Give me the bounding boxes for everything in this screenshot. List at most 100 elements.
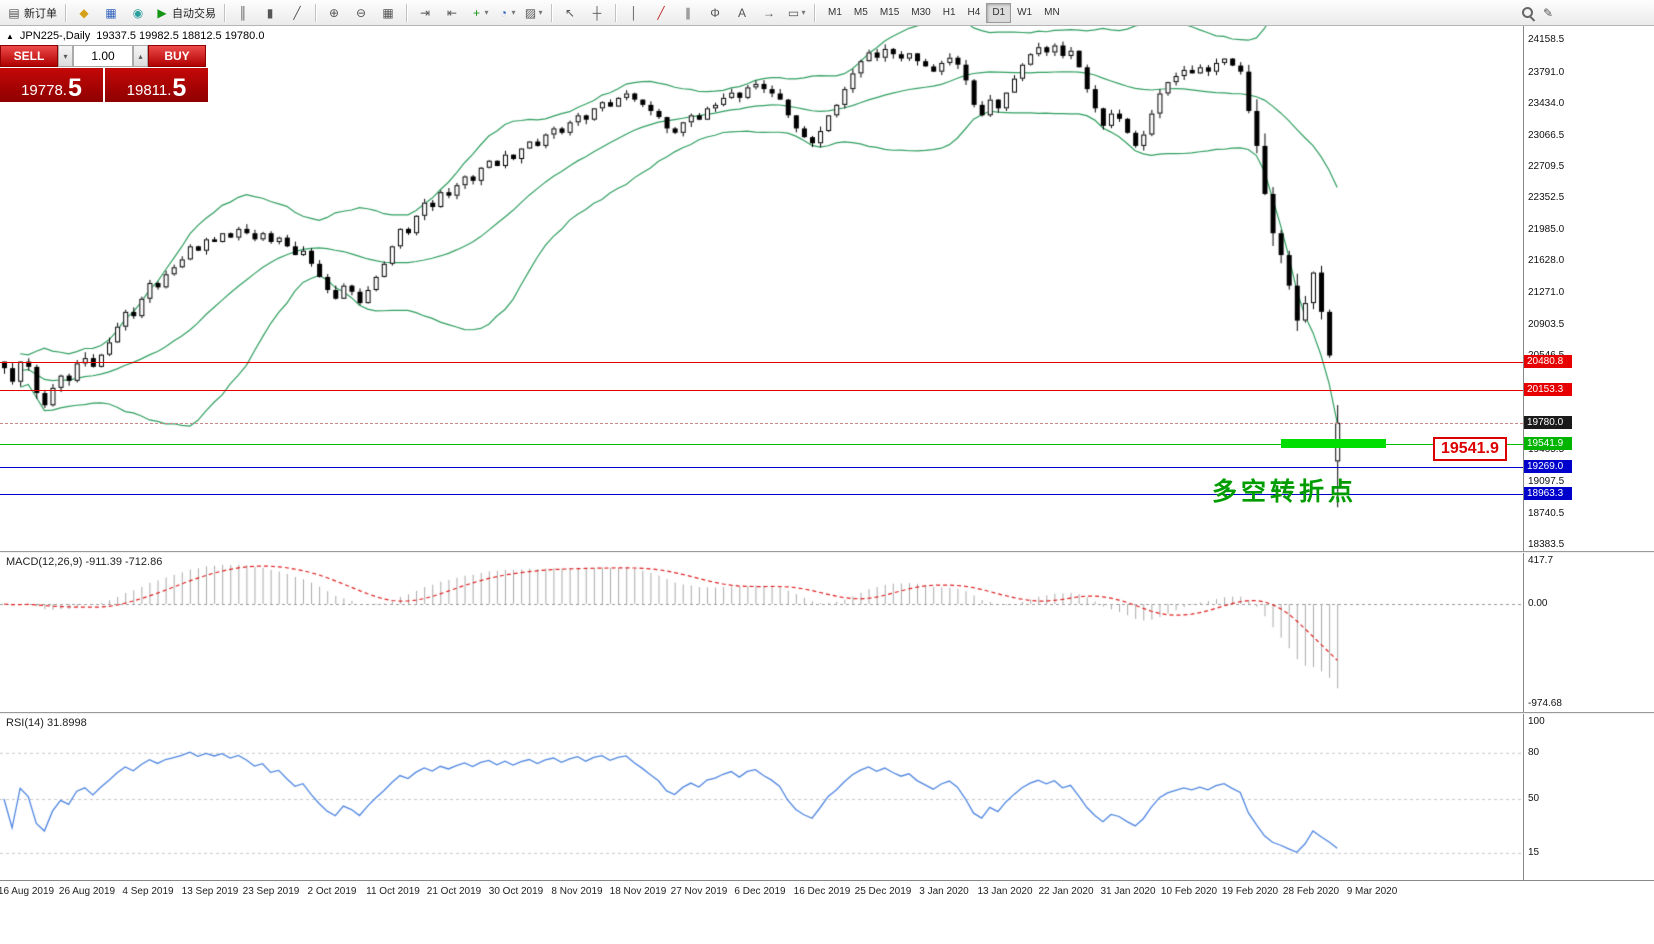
- zoom-in-button[interactable]: ⊕: [321, 2, 347, 24]
- trendline-button[interactable]: ╱: [648, 2, 674, 24]
- autotrade-label: 自动交易: [172, 7, 216, 20]
- timeframe-button-d1[interactable]: D1: [986, 2, 1012, 23]
- volume-increase-button[interactable]: ▴: [133, 45, 148, 67]
- chart-shift-button[interactable]: ⇤: [439, 2, 465, 24]
- date-axis-label: 8 Nov 2019: [551, 886, 603, 897]
- shapes-tool-icon: ▭: [787, 5, 800, 20]
- date-axis-label: 11 Oct 2019: [366, 886, 420, 897]
- horizontal-level-line[interactable]: [0, 494, 1523, 496]
- date-axis-label: 9 Mar 2020: [1346, 886, 1398, 897]
- timeframe-button-m1[interactable]: M1: [828, 7, 842, 18]
- bar-chart-icon: ║: [238, 5, 248, 20]
- tile-windows-icon: ▦: [382, 5, 394, 20]
- text-tool-button[interactable]: A: [729, 2, 755, 24]
- pane-separator[interactable]: [0, 551, 1654, 553]
- volume-decrease-button[interactable]: ▾: [58, 45, 73, 67]
- date-axis[interactable]: 16 Aug 2019 26 Aug 2019 4 Sep 2019 13 Sep 2…: [0, 880, 1654, 899]
- tile-windows-button[interactable]: ▦: [375, 2, 401, 24]
- toolbar-separator: [406, 3, 407, 22]
- buy-price-big-digit: 5: [172, 73, 187, 102]
- charts-grid-button[interactable]: ▦: [98, 2, 124, 24]
- price-axis-tick: 19465.5: [1528, 444, 1565, 456]
- edit-pencil-button[interactable]: ✎: [1542, 5, 1554, 20]
- new-order-icon: ▤: [8, 5, 20, 20]
- profile-button[interactable]: ◉: [125, 2, 151, 24]
- timeframe-button-m15[interactable]: M15: [879, 7, 900, 18]
- sell-button[interactable]: SELL: [0, 45, 58, 67]
- autotrade-button[interactable]: ▶ 自动交易: [152, 2, 219, 24]
- pane-separator[interactable]: [0, 712, 1654, 714]
- price-level-label: 20153.3: [1524, 383, 1572, 397]
- horizontal-level-line[interactable]: [0, 467, 1523, 469]
- macd-chart-canvas[interactable]: [0, 553, 1523, 712]
- templates-button[interactable]: ▨ ▾: [520, 2, 546, 24]
- horizontal-level-line[interactable]: [0, 422, 1523, 424]
- channel-button[interactable]: ∥: [675, 2, 701, 24]
- chart-symbol-label: JPN225-,Daily: [19, 30, 91, 42]
- date-axis-label: 6 Dec 2019: [734, 886, 786, 897]
- fibonacci-button[interactable]: Φ: [702, 2, 728, 24]
- bar-chart-button[interactable]: ║: [230, 2, 256, 24]
- chart-shift-icon: ⇤: [446, 5, 458, 20]
- timeframe-button-m5[interactable]: M5: [853, 7, 868, 18]
- rsi-axis-label: 50: [1528, 793, 1540, 804]
- date-axis-label: 23 Sep 2019: [242, 886, 300, 897]
- line-chart-button[interactable]: ╱: [284, 2, 310, 24]
- horizontal-level-line[interactable]: [0, 390, 1523, 392]
- magnifier-zoom-button[interactable]: [1521, 6, 1535, 20]
- line-chart-icon: ╱: [293, 5, 301, 20]
- toolbar-separator: [814, 3, 815, 22]
- sell-price-display[interactable]: 19778. 5: [0, 68, 103, 102]
- date-axis-label: 30 Oct 2019: [488, 886, 544, 897]
- date-axis-label: 3 Jan 2020: [919, 886, 969, 897]
- new-order-button[interactable]: ▤ 新订单: [4, 2, 60, 24]
- rsi-axis-label: 100: [1528, 716, 1545, 727]
- buy-price-display[interactable]: 19811. 5: [105, 68, 208, 102]
- toolbar-separator: [65, 3, 66, 22]
- vertical-line-icon: │: [630, 5, 638, 20]
- charts-grid-icon: ▦: [105, 5, 117, 20]
- periods-button[interactable]: ◔ ▾: [493, 2, 519, 24]
- buy-price-main: 19811.: [126, 81, 172, 99]
- rsi-axis-label: 15: [1528, 846, 1540, 858]
- price-axis-tick: 22352.5: [1528, 192, 1565, 204]
- timeframe-button-m30[interactable]: M30: [911, 7, 931, 18]
- spinner-up-icon: ▴: [138, 51, 143, 61]
- volume-input[interactable]: [73, 45, 133, 67]
- profile-icon: ◉: [132, 5, 144, 20]
- price-axis-tick: 23791.0: [1528, 66, 1565, 78]
- highlight-level-bar[interactable]: [1281, 439, 1386, 449]
- rsi-chart-canvas[interactable]: [0, 714, 1523, 880]
- price-callout-label[interactable]: 19541.9: [1433, 437, 1507, 461]
- arrows-tool-button[interactable]: →: [756, 2, 782, 24]
- auto-scroll-button[interactable]: ⇥: [412, 2, 438, 24]
- timeframe-button-h1[interactable]: H1: [942, 7, 956, 18]
- chevron-down-icon: ▾: [511, 8, 516, 17]
- indicators-button[interactable]: + ▾: [466, 2, 492, 24]
- buy-button[interactable]: BUY: [148, 45, 206, 67]
- horizontal-level-line[interactable]: [0, 443, 1523, 445]
- turning-point-annotation[interactable]: 多空转折点: [1212, 478, 1358, 506]
- date-axis-label: 4 Sep 2019: [122, 886, 174, 897]
- price-level-label: 20480.8: [1524, 354, 1572, 368]
- mql-community-button[interactable]: ◆: [71, 2, 97, 24]
- shapes-tool-button[interactable]: ▭ ▾: [783, 2, 809, 24]
- vertical-line-button[interactable]: │: [621, 2, 647, 24]
- timeframe-button-mn[interactable]: MN: [1044, 7, 1060, 18]
- candle-chart-button[interactable]: ▮: [257, 2, 283, 24]
- horizontal-level-line[interactable]: [0, 361, 1523, 363]
- price-level-label: 19269.0: [1524, 460, 1572, 474]
- macd-axis-label: 417.7: [1528, 555, 1554, 567]
- date-axis-label: 2 Oct 2019: [307, 886, 357, 897]
- timeframe-button-h4[interactable]: H4: [967, 7, 981, 18]
- price-chart-canvas[interactable]: [0, 26, 1523, 551]
- price-axis-tick: 21271.0: [1528, 286, 1565, 298]
- price-axis-tick: 21985.0: [1528, 224, 1565, 236]
- timeframe-button-w1[interactable]: W1: [1017, 7, 1033, 18]
- zoom-out-button[interactable]: ⊖: [348, 2, 374, 24]
- date-axis-label: 22 Jan 2020: [1038, 886, 1094, 897]
- cursor-button[interactable]: ↖: [557, 2, 583, 24]
- trendline-icon: ╱: [657, 5, 665, 20]
- crosshair-button[interactable]: ┼: [584, 2, 610, 24]
